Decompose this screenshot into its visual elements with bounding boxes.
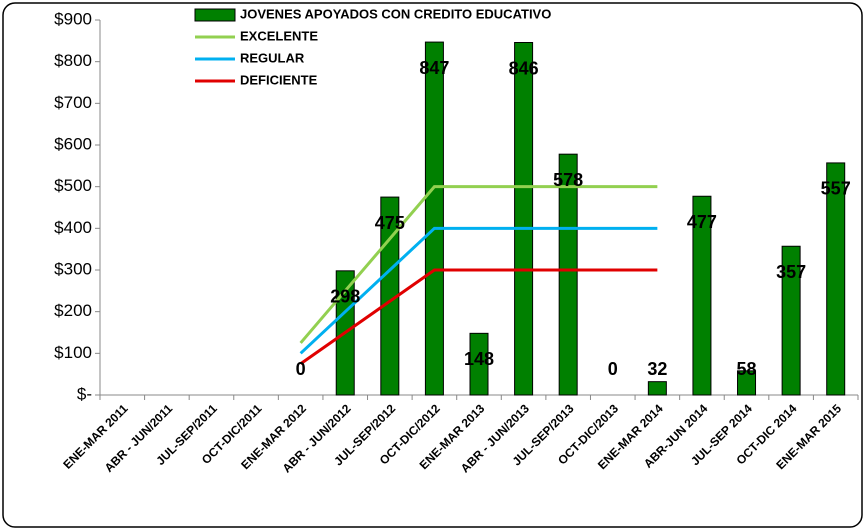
data-label: 846 — [509, 58, 539, 78]
bar — [647, 381, 667, 396]
line — [299, 185, 658, 344]
bar — [737, 370, 757, 396]
y-tick-label: $- — [77, 384, 92, 403]
legend-label: REGULAR — [240, 50, 305, 65]
data-label: 847 — [419, 58, 449, 78]
data-label: 557 — [821, 179, 851, 199]
data-label: 58 — [737, 359, 757, 379]
line — [299, 268, 658, 365]
y-tick-label: $100 — [54, 343, 92, 362]
data-label: 357 — [776, 262, 806, 282]
data-label: 32 — [647, 359, 667, 379]
bar — [424, 41, 444, 396]
bar — [469, 332, 489, 396]
y-tick-label: $600 — [54, 134, 92, 153]
bar — [781, 245, 801, 396]
legend-label: EXCELENTE — [240, 28, 318, 43]
bar — [558, 153, 578, 396]
data-label: 475 — [375, 213, 405, 233]
data-label: 148 — [464, 349, 494, 369]
data-label: 298 — [330, 287, 360, 307]
bar — [692, 195, 712, 396]
legend-label: DEFICIENTE — [240, 72, 318, 87]
y-tick-label: $400 — [54, 218, 92, 237]
data-label: 477 — [687, 212, 717, 232]
bar — [826, 162, 846, 396]
data-label: 0 — [608, 359, 618, 379]
data-label: 578 — [553, 170, 583, 190]
y-tick-label: $800 — [54, 51, 92, 70]
bar — [514, 42, 534, 396]
y-tick-label: $200 — [54, 301, 92, 320]
y-tick-label: $300 — [54, 259, 92, 278]
legend-label: JOVENES APOYADOS CON CREDITO EDUCATIVO — [240, 6, 551, 21]
legend-swatch — [194, 8, 236, 22]
line — [299, 226, 658, 355]
data-label: 0 — [296, 359, 306, 379]
y-tick-label: $900 — [54, 9, 92, 28]
y-tick-label: $500 — [54, 176, 92, 195]
y-tick-label: $700 — [54, 93, 92, 112]
